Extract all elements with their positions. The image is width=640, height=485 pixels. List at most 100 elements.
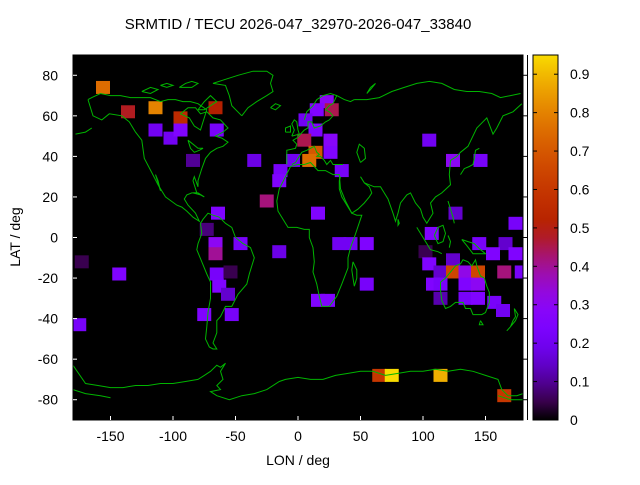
x-tick-label: 150 <box>474 428 498 444</box>
coastline <box>160 82 175 88</box>
tec-cell <box>173 111 188 125</box>
coastline <box>416 227 443 255</box>
tec-cell <box>446 265 460 279</box>
tec-cells <box>73 80 523 403</box>
tec-cell <box>508 247 523 261</box>
tec-cell <box>433 291 448 305</box>
colorbar-tick-label: 0.9 <box>570 66 590 82</box>
tec-cell <box>112 267 127 281</box>
coastline <box>447 200 455 224</box>
tec-cell <box>74 255 89 269</box>
tec-cell <box>514 265 523 279</box>
coastline <box>460 147 480 175</box>
y-tick-label: -80 <box>38 392 58 408</box>
coastline <box>366 83 376 94</box>
tec-cell <box>233 237 248 251</box>
coastline <box>155 174 161 192</box>
y-tick-label: -40 <box>38 311 58 327</box>
coastline <box>356 143 367 163</box>
coastline <box>141 86 160 95</box>
tec-cell <box>96 80 110 94</box>
tec-cell <box>359 237 374 251</box>
tec-cell <box>334 164 349 178</box>
tec-cell <box>332 237 347 251</box>
tec-cell <box>208 237 223 251</box>
coastline <box>440 258 490 316</box>
tec-cell <box>418 245 433 259</box>
tec-cell <box>73 318 87 332</box>
colorbar-tick-label: 0 <box>570 412 578 428</box>
y-tick-label: 20 <box>42 189 58 205</box>
coastline <box>192 192 205 198</box>
map-area <box>73 55 523 420</box>
coastline <box>351 261 358 287</box>
tec-cell <box>384 368 399 382</box>
y-tick-label: -60 <box>38 351 58 367</box>
colorbar-tick-label: 0.4 <box>570 258 590 274</box>
tec-cell <box>286 153 300 167</box>
coastline <box>461 239 487 255</box>
tec-cell <box>458 265 473 279</box>
coastline <box>75 127 93 135</box>
tec-cell <box>323 133 338 147</box>
colorbar-tick-label: 0.8 <box>570 105 590 121</box>
tec-cell <box>359 277 374 291</box>
tec-cell <box>458 291 473 305</box>
tec-cell <box>458 277 473 291</box>
tec-cell <box>323 145 338 159</box>
coastline <box>291 119 300 137</box>
tec-cell <box>497 265 512 279</box>
tec-cell <box>148 101 163 115</box>
tec-cell <box>298 113 313 127</box>
colorbar-tick-label: 0.3 <box>570 297 590 313</box>
tec-cell <box>199 222 214 236</box>
coastline <box>286 94 355 165</box>
y-tick-label: 40 <box>42 148 58 164</box>
tec-cell <box>208 247 223 261</box>
colorbar-tick-label: 0.6 <box>570 181 590 197</box>
coastline <box>197 94 218 111</box>
coastline <box>447 235 452 248</box>
x-tick-label: 100 <box>411 428 435 444</box>
tec-cell <box>211 206 225 220</box>
tec-cell <box>223 265 238 279</box>
coastline <box>73 362 523 401</box>
tec-cell <box>424 226 439 240</box>
tec-cell <box>508 216 523 230</box>
colorbar-tick-label: 0.5 <box>570 220 590 236</box>
y-tick-label: -20 <box>38 270 58 286</box>
colorbar-tick-label: 0.2 <box>570 335 590 351</box>
tec-cell <box>471 291 485 305</box>
tec-cell <box>498 237 513 251</box>
y-tick-label: 80 <box>42 67 58 83</box>
coastline <box>338 176 373 214</box>
x-tick-label: -150 <box>96 428 124 444</box>
x-tick-label: -50 <box>225 428 245 444</box>
coastline <box>187 139 204 153</box>
y-axis-label: LAT / deg <box>7 207 23 266</box>
tec-cell <box>273 164 288 178</box>
tec-cell <box>221 287 235 301</box>
tec-cell <box>433 368 448 382</box>
coastline <box>276 161 363 307</box>
coastline <box>196 212 255 350</box>
tec-cell <box>209 267 224 281</box>
tec-cell <box>121 105 135 119</box>
colorbar-tick-label: 0.1 <box>570 374 590 390</box>
tec-cell <box>471 265 485 279</box>
tec-cell <box>311 206 325 220</box>
coastline <box>360 103 523 225</box>
tec-cell <box>433 265 448 279</box>
x-tick-label: 50 <box>353 428 369 444</box>
tec-cell <box>186 153 200 167</box>
tec-cell <box>208 101 223 115</box>
coastline <box>179 80 200 88</box>
tec-cell <box>321 293 335 307</box>
x-tick-label: -100 <box>159 428 187 444</box>
tec-cell <box>486 247 500 261</box>
tec-cell <box>422 133 437 147</box>
tec-cell <box>473 153 488 167</box>
tec-cell <box>209 123 224 137</box>
tec-cell <box>471 277 485 291</box>
y-tick-label: 60 <box>42 108 58 124</box>
